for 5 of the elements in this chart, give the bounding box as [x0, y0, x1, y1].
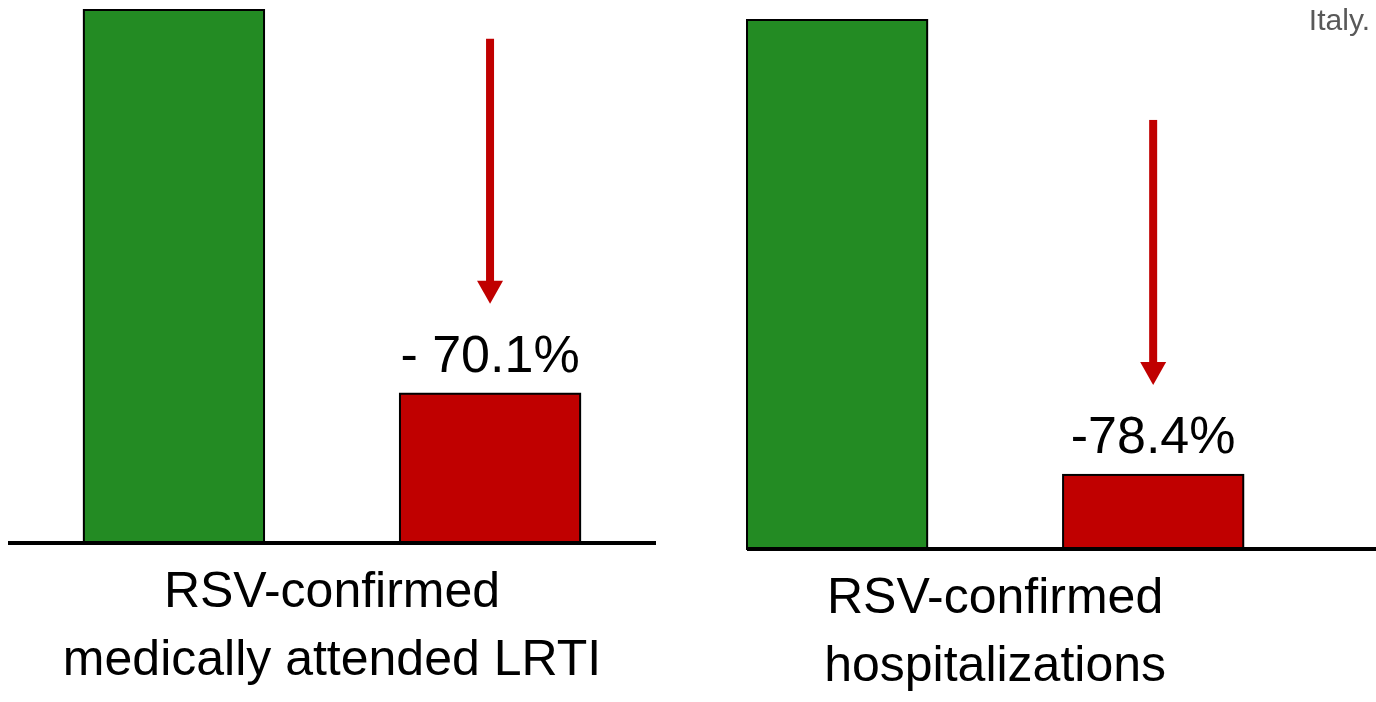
- annotation: Italy.: [1308, 3, 1370, 36]
- x-axis-title: RSV-confirmed medically attended LRTI: [62, 562, 602, 686]
- x-axis-title: RSV-confirmed hospitalizations: [824, 568, 1167, 692]
- annotation: -78.4%: [1070, 405, 1236, 464]
- annotation: - 70.1%: [400, 324, 580, 383]
